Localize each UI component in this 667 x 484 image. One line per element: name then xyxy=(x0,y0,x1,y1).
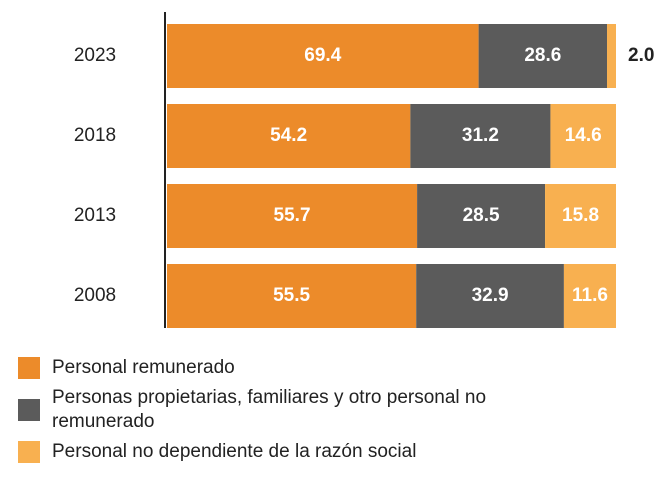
data-label: 54.2 xyxy=(270,125,307,146)
chart: 2023 69.4 28.6 2.0 2018 54.2 31.2 14.6 2013 55.7 2… xyxy=(74,12,654,328)
bar-segment xyxy=(410,104,551,168)
legend-swatch xyxy=(18,357,40,379)
bar-segment xyxy=(545,184,616,248)
legend-label: Personal no dependiente de la razón soci… xyxy=(52,441,417,462)
y-tick-label: 2008 xyxy=(74,285,116,306)
bar-segment xyxy=(417,184,546,248)
data-label: 2.0 xyxy=(628,45,654,66)
bar-segment xyxy=(416,264,564,328)
bar-segment xyxy=(478,24,608,88)
data-label: 28.6 xyxy=(524,45,561,66)
data-label: 69.4 xyxy=(304,45,341,66)
bar-segment xyxy=(167,264,417,328)
legend-swatch xyxy=(18,441,40,463)
legend-item: Personal no dependiente de la razón soci… xyxy=(18,440,638,464)
data-label: 11.6 xyxy=(572,285,608,306)
bar-segment xyxy=(563,264,616,328)
bar-segment xyxy=(550,104,616,168)
legend-swatch xyxy=(18,399,40,421)
legend: Personal remunerado Personas propietarias… xyxy=(18,356,638,470)
data-label: 28.5 xyxy=(463,205,500,226)
bar-segment xyxy=(167,184,418,248)
data-label: 32.9 xyxy=(472,285,509,306)
legend-item: Personal remunerado xyxy=(18,356,638,380)
data-label: 31.2 xyxy=(462,125,499,146)
y-tick-label: 2013 xyxy=(74,205,116,226)
data-label: 55.7 xyxy=(274,205,311,226)
legend-label: Personal remunerado xyxy=(52,357,235,378)
legend-label: Personas propietarias, familiares y otro… xyxy=(52,387,487,432)
bar-segment xyxy=(167,24,479,88)
data-label: 14.6 xyxy=(565,125,602,146)
bar-segment xyxy=(167,104,411,168)
data-label: 15.8 xyxy=(562,205,599,226)
data-label: 55.5 xyxy=(273,285,310,306)
legend-item: Personas propietarias, familiares y otro… xyxy=(18,386,638,434)
bar-segment xyxy=(607,24,616,88)
y-tick-label: 2023 xyxy=(74,45,116,66)
y-tick-label: 2018 xyxy=(74,125,116,146)
